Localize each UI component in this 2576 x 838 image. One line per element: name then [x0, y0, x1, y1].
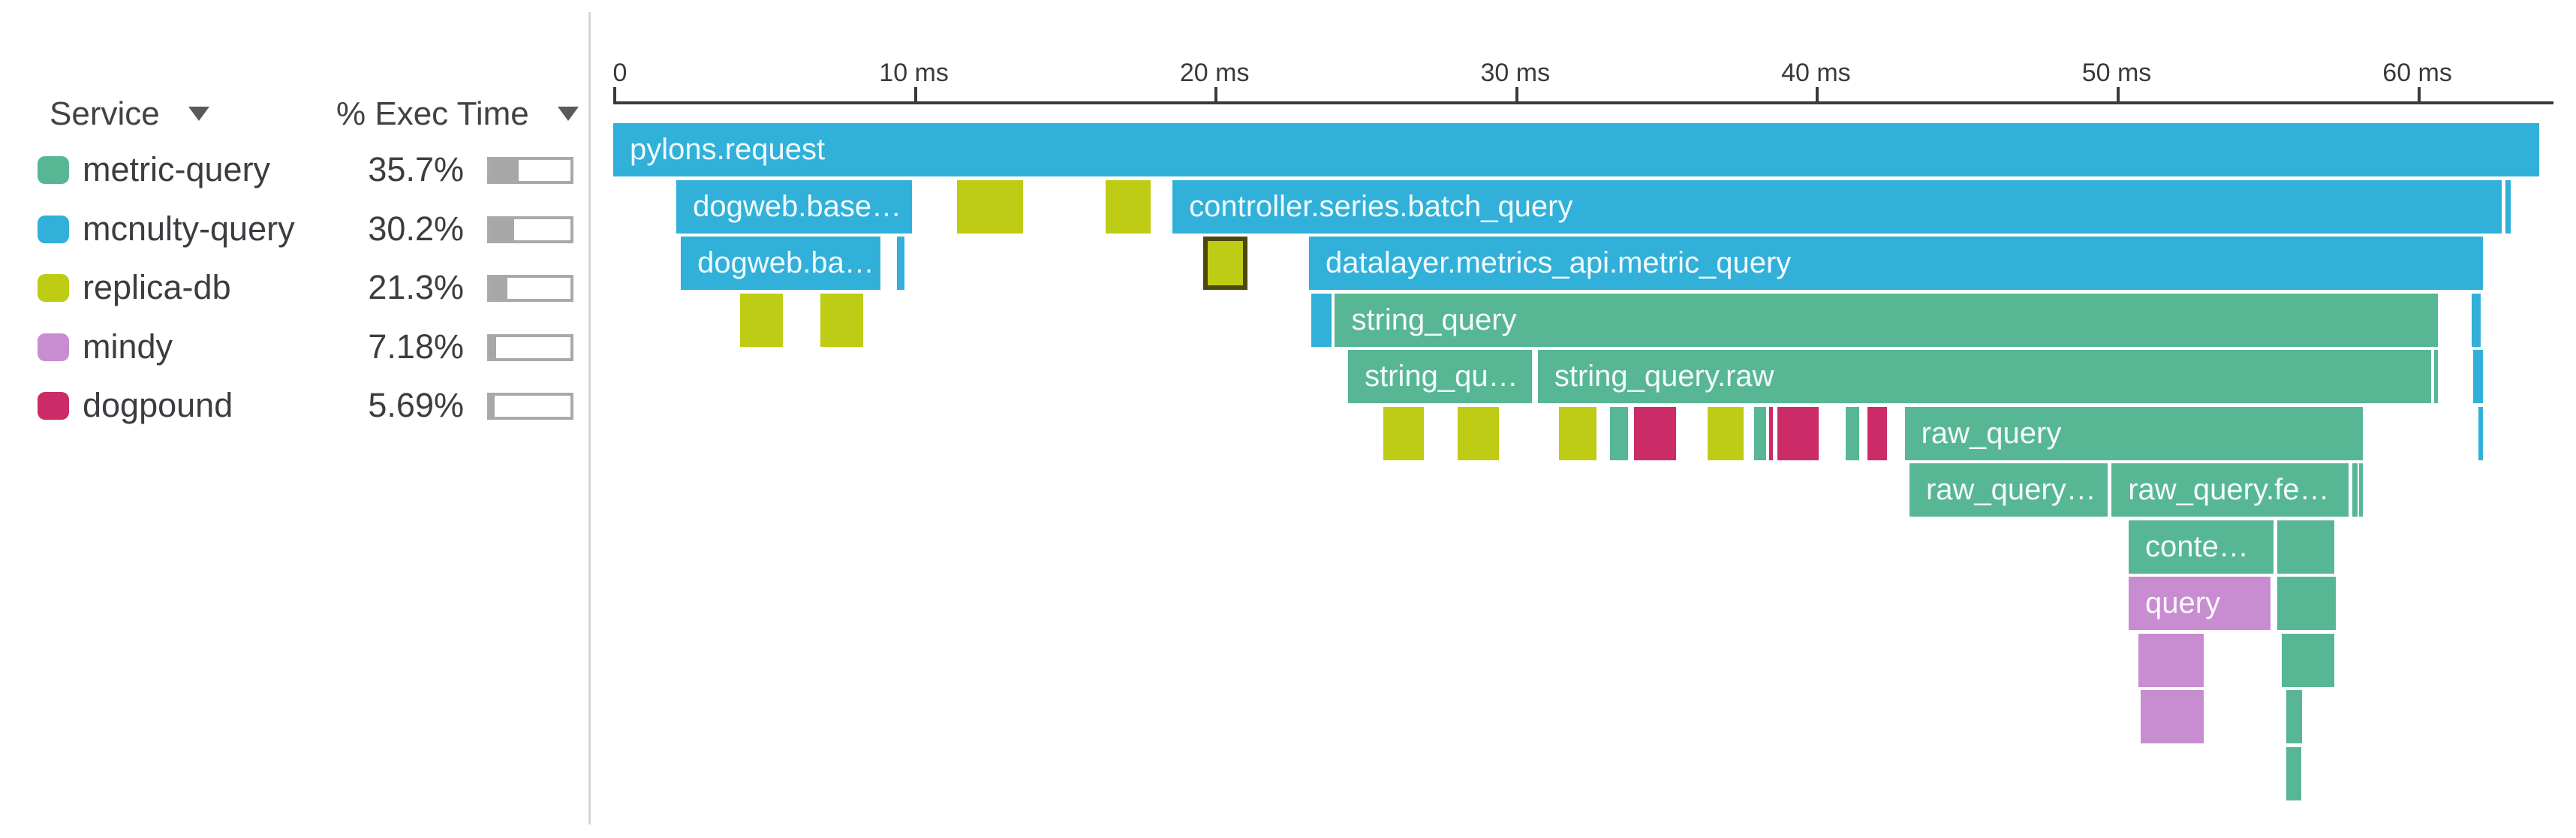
service-color-swatch — [38, 156, 69, 184]
flame-span-controller-series-batch_query[interactable]: controller.series.batch_query — [1172, 179, 2502, 234]
axis-tick-label: 60 ms — [2382, 59, 2452, 87]
flame-span[interactable] — [2359, 463, 2364, 517]
flame-span[interactable] — [2277, 577, 2337, 630]
exec-time-column-label: % Exec Time — [336, 95, 529, 132]
service-exec-bar — [487, 393, 573, 420]
service-exec-bar-fill — [490, 219, 514, 240]
flame-span[interactable] — [897, 237, 905, 290]
flame-span[interactable] — [2434, 350, 2438, 403]
flame-span[interactable] — [820, 293, 863, 347]
flame-span[interactable] — [1768, 406, 1774, 460]
service-exec-pct: 30.2% — [368, 209, 464, 248]
flame-span-string_qu[interactable]: string_qu… — [1348, 350, 1532, 403]
axis-tick-label: 50 ms — [2081, 59, 2152, 87]
flame-span-dogweb-base[interactable]: dogweb.base… — [676, 179, 912, 234]
flame-span[interactable] — [2473, 350, 2483, 403]
services-panel: Service % Exec Time metric-query 35.7% mcn… — [0, 0, 590, 838]
flame-span[interactable] — [2478, 406, 2483, 460]
flame-span[interactable] — [1867, 406, 1887, 460]
flame-span-raw_query-fe[interactable]: raw_query.fe… — [2111, 463, 2349, 517]
flame-span[interactable] — [1846, 406, 1860, 460]
axis-tick-label: 40 ms — [1781, 59, 1851, 87]
flame-span-datalayer-metrics_api-metric_query[interactable]: datalayer.metrics_api.metric_query — [1308, 237, 2483, 290]
service-row-dogpound[interactable]: dogpound 5.69% — [0, 379, 590, 432]
flame-span[interactable] — [1609, 406, 1629, 460]
axis-tick — [2117, 87, 2120, 104]
flame-span-string_query[interactable]: string_query — [1335, 293, 2438, 347]
flame-span[interactable] — [1634, 406, 1677, 460]
service-column-label: Service — [50, 95, 160, 132]
flame-span[interactable] — [2505, 179, 2511, 234]
flame-span[interactable] — [2277, 520, 2335, 574]
flame-span-raw_query[interactable]: raw_query… — [1909, 463, 2108, 517]
flame-span[interactable] — [1383, 406, 1424, 460]
service-exec-bar — [487, 157, 573, 184]
flame-span-conte[interactable]: conte… — [2129, 520, 2274, 574]
flame-span[interactable] — [740, 293, 783, 347]
service-exec-bar — [487, 275, 573, 302]
flame-span-pylons-request[interactable]: pylons.request — [613, 123, 2540, 176]
service-exec-pct: 35.7% — [368, 150, 464, 188]
flame-span[interactable] — [956, 179, 1023, 234]
service-color-swatch — [38, 333, 69, 361]
sort-caret-icon — [188, 106, 209, 121]
flame-span-raw_query[interactable]: raw_query — [1904, 406, 2364, 460]
service-row-mcnulty-query[interactable]: mcnulty-query 30.2% — [0, 203, 590, 255]
service-color-swatch — [38, 392, 69, 420]
flame-span[interactable] — [2141, 690, 2204, 743]
sort-caret-icon — [557, 106, 579, 121]
service-exec-pct: 21.3% — [368, 268, 464, 306]
axis-tick — [1214, 87, 1218, 104]
service-exec-bar-fill — [490, 160, 519, 181]
flame-span[interactable] — [1754, 406, 1767, 460]
flame-span[interactable] — [2138, 633, 2204, 687]
axis-tick-label: 30 ms — [1480, 59, 1551, 87]
column-header-service[interactable]: Service — [50, 95, 209, 134]
flame-span[interactable] — [1202, 237, 1247, 290]
panel-divider — [588, 12, 591, 824]
flame-span[interactable] — [1708, 406, 1744, 460]
flame-span[interactable] — [2282, 633, 2335, 687]
flame-span[interactable] — [1311, 293, 1332, 347]
service-name: dogpound — [83, 386, 233, 424]
service-exec-pct: 7.18% — [368, 327, 464, 366]
service-row-metric-query[interactable]: metric-query 35.7% — [0, 143, 590, 196]
flame-span[interactable] — [1558, 406, 1596, 460]
service-color-swatch — [38, 215, 69, 243]
flame-span[interactable] — [1457, 406, 1499, 460]
axis-tick-label: 0 — [612, 59, 627, 87]
service-name: metric-query — [83, 150, 271, 188]
flame-span-dogweb-ba[interactable]: dogweb.ba… — [681, 237, 881, 290]
service-exec-bar — [487, 216, 573, 243]
axis-tick-label: 20 ms — [1179, 59, 1250, 87]
flame-span[interactable] — [2352, 463, 2358, 517]
flame-span[interactable] — [1777, 406, 1819, 460]
axis-tick — [2417, 87, 2421, 104]
axis-tick — [1816, 87, 1819, 104]
service-row-mindy[interactable]: mindy 7.18% — [0, 321, 590, 373]
flame-span-query[interactable]: query — [2129, 577, 2271, 630]
flame-span[interactable] — [2286, 690, 2303, 743]
service-exec-bar — [487, 333, 573, 361]
service-name: mcnulty-query — [83, 209, 295, 248]
column-header-exec-time[interactable]: % Exec Time — [336, 95, 579, 134]
time-axis-line — [613, 101, 2553, 104]
axis-tick — [1515, 87, 1518, 104]
flame-span-string_query-raw[interactable]: string_query.raw — [1537, 350, 2432, 403]
service-exec-bar-fill — [490, 278, 507, 299]
flame-span[interactable] — [1106, 179, 1151, 234]
service-name: mindy — [83, 327, 173, 366]
service-exec-pct: 5.69% — [368, 386, 464, 424]
flame-span[interactable] — [2472, 293, 2481, 347]
service-color-swatch — [38, 274, 69, 302]
flame-span[interactable] — [2286, 746, 2302, 800]
axis-tick-label: 10 ms — [879, 59, 949, 87]
service-row-replica-db[interactable]: replica-db 21.3% — [0, 261, 590, 314]
service-exec-bar-fill — [490, 396, 495, 417]
service-name: replica-db — [83, 268, 231, 306]
service-exec-bar-fill — [490, 336, 496, 358]
axis-tick — [613, 87, 616, 104]
axis-tick — [913, 87, 917, 104]
